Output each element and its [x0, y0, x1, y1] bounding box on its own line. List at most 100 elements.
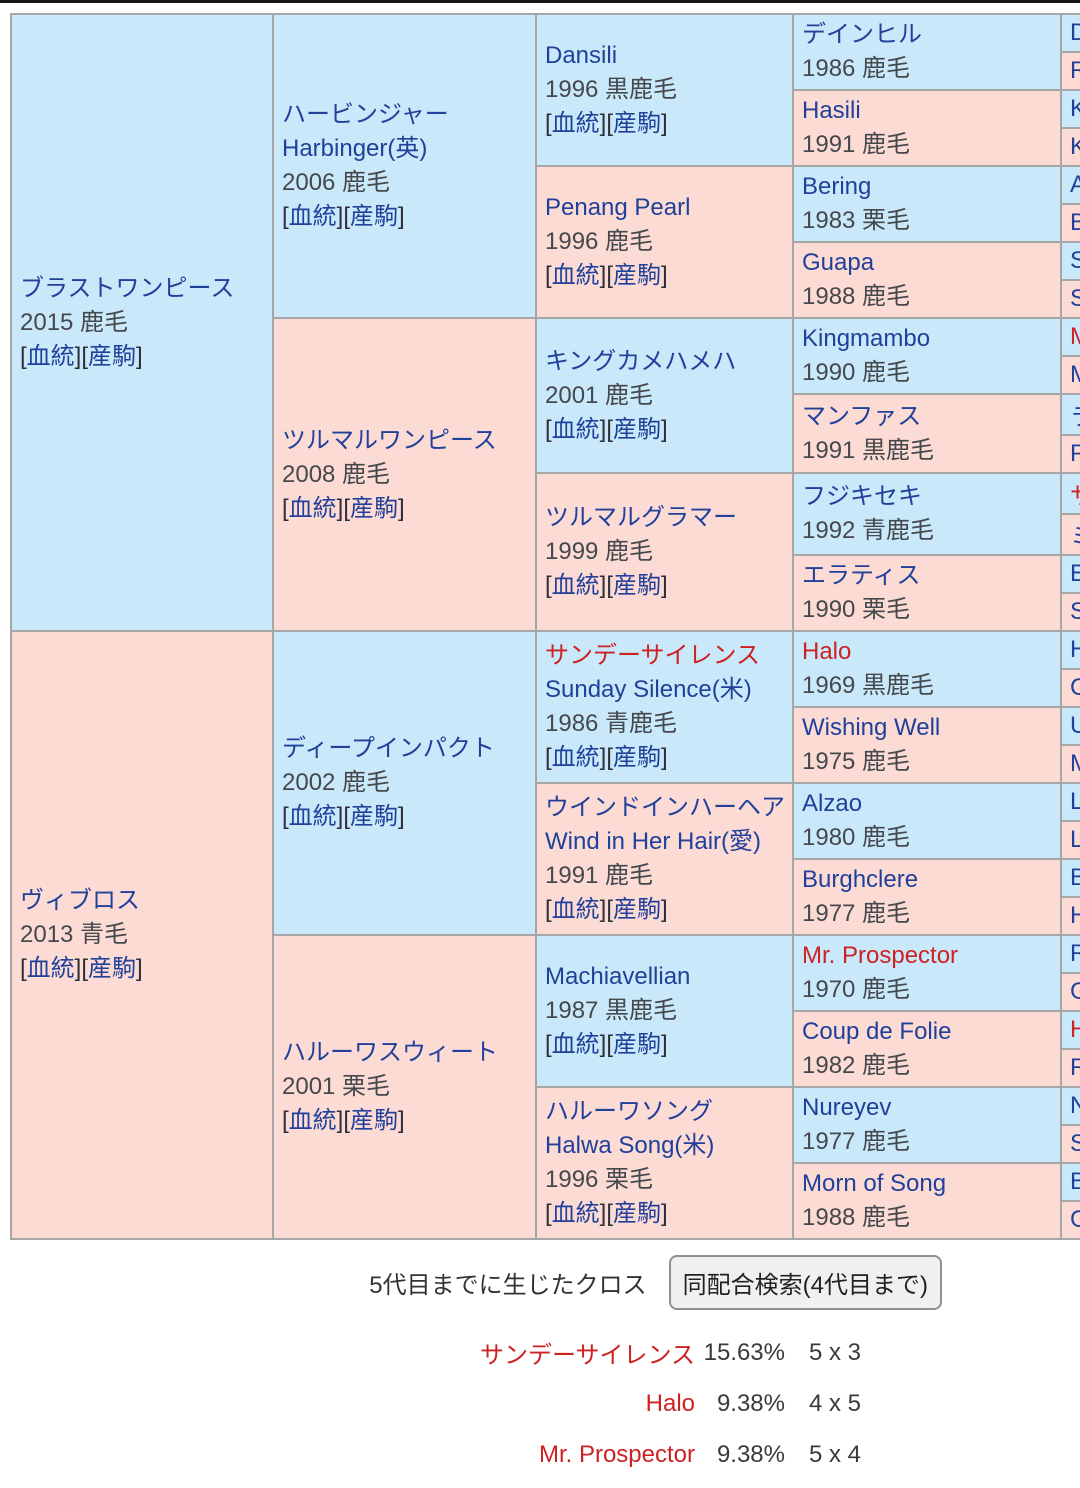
- horse-link[interactable]: サンデーサイレンス: [545, 642, 761, 669]
- horse-link[interactable]: ヴィブロス: [20, 887, 140, 914]
- blood-link[interactable]: 血統: [288, 203, 337, 230]
- horse-link[interactable]: Kingmambo: [802, 325, 931, 352]
- horse-link[interactable]: Mr. Prospector: [802, 942, 959, 969]
- horse-link[interactable]: フジキセキ: [802, 483, 922, 510]
- horse-link[interactable]: ツルマルグラマー: [545, 504, 737, 531]
- blood-link[interactable]: 血統: [551, 572, 600, 599]
- horse-link[interactable]: Halwa Song(米): [545, 1132, 715, 1159]
- horse-link[interactable]: ウインドインハーヘア: [545, 794, 785, 821]
- ancestor-link[interactable]: M: [1070, 750, 1080, 777]
- horse-link[interactable]: Nureyev: [802, 1094, 892, 1121]
- horse-link[interactable]: Harbinger(英): [282, 135, 428, 162]
- blood-link[interactable]: 血統: [288, 1107, 337, 1134]
- horse-link[interactable]: ハルーワソング: [545, 1098, 713, 1125]
- horse-link[interactable]: Wind in Her Hair(愛): [545, 828, 762, 855]
- ancestor-link[interactable]: B: [1070, 1168, 1080, 1195]
- offspring-link[interactable]: 産駒: [613, 1200, 662, 1227]
- ancestor-link[interactable]: G: [1070, 1206, 1080, 1233]
- ancestor-link[interactable]: B: [1070, 864, 1080, 891]
- offspring-link[interactable]: 産駒: [613, 896, 662, 923]
- horse-link[interactable]: デインヒル: [802, 21, 922, 48]
- offspring-link[interactable]: 産駒: [350, 803, 399, 830]
- horse-link[interactable]: Morn of Song: [802, 1170, 947, 1197]
- ancestor-link[interactable]: R: [1070, 1054, 1080, 1081]
- offspring-link[interactable]: 産駒: [613, 262, 662, 289]
- horse-link[interactable]: Penang Pearl: [545, 194, 691, 221]
- horse-link[interactable]: ツルマルワンピース: [282, 426, 497, 454]
- offspring-link[interactable]: 産駒: [613, 1031, 662, 1058]
- horse-link[interactable]: ディープインパクト: [282, 735, 495, 762]
- ancestor-link[interactable]: Ly: [1070, 788, 1080, 815]
- ancestor-link[interactable]: S: [1070, 1130, 1080, 1157]
- ancestor-link[interactable]: R: [1070, 940, 1080, 967]
- offspring-link[interactable]: 産駒: [350, 1107, 399, 1134]
- horse-link[interactable]: Machiavellian: [545, 963, 691, 990]
- horse-link[interactable]: ブラストワンピース: [20, 274, 235, 302]
- ancestor-link[interactable]: サ: [1070, 483, 1080, 510]
- ancestor-link[interactable]: P: [1070, 440, 1080, 467]
- blood-link[interactable]: 血統: [551, 1200, 600, 1227]
- ancestor-link[interactable]: ラ: [1070, 404, 1080, 431]
- ancestor-link[interactable]: K: [1070, 133, 1080, 160]
- horse-link[interactable]: Guapa: [802, 249, 875, 276]
- ancestor-link[interactable]: ミ: [1070, 524, 1080, 551]
- horse-link[interactable]: Bering: [802, 173, 872, 200]
- blood-link[interactable]: 血統: [551, 1031, 600, 1058]
- horse-link[interactable]: Sunday Silence(米): [545, 676, 752, 703]
- offspring-link[interactable]: 産駒: [613, 110, 662, 137]
- ancestor-link[interactable]: M: [1070, 323, 1080, 350]
- cross-horse-name[interactable]: Mr. Prospector: [538, 1440, 695, 1468]
- blood-link[interactable]: 血統: [26, 342, 75, 370]
- horse-link[interactable]: キングカメハメハ: [545, 347, 737, 375]
- ancestor-link[interactable]: D: [1070, 19, 1080, 46]
- ancestor-link[interactable]: L: [1070, 826, 1080, 853]
- blood-link[interactable]: 血統: [551, 744, 600, 771]
- horse-link[interactable]: Wishing Well: [802, 714, 941, 741]
- horse-link[interactable]: Halo: [802, 638, 852, 665]
- ancestor-link[interactable]: B: [1070, 209, 1080, 236]
- horse-link[interactable]: ハルーワスウィート: [282, 1039, 498, 1066]
- ancestor-link[interactable]: E: [1070, 560, 1080, 587]
- ancestor-link[interactable]: S: [1070, 598, 1080, 625]
- ancestor-link[interactable]: S: [1070, 285, 1080, 312]
- cross-horse-name[interactable]: Halo: [645, 1389, 695, 1417]
- blood-link[interactable]: 血統: [551, 415, 600, 443]
- horse-link[interactable]: Burghclere: [802, 866, 919, 893]
- ancestor-link[interactable]: N: [1070, 1092, 1080, 1119]
- ancestor-link[interactable]: R: [1070, 57, 1080, 84]
- offspring-link[interactable]: 産駒: [613, 572, 662, 599]
- ancestor-link[interactable]: C: [1070, 674, 1080, 701]
- offspring-link[interactable]: 産駒: [88, 342, 137, 370]
- ancestor-link[interactable]: U: [1070, 712, 1080, 739]
- ancestor-link[interactable]: H: [1070, 902, 1080, 929]
- ancestor-link[interactable]: G: [1070, 978, 1080, 1005]
- horse-link[interactable]: Alzao: [802, 790, 863, 817]
- horse-link[interactable]: エラティス: [802, 562, 921, 589]
- same-breeding-search-button[interactable]: 同配合検索(4代目まで): [668, 1254, 942, 1310]
- cross-horse-name[interactable]: サンデーサイレンス: [479, 1342, 695, 1369]
- offspring-link[interactable]: 産駒: [88, 955, 137, 982]
- blood-link[interactable]: 血統: [288, 494, 337, 522]
- horse-link[interactable]: ハービンジャー: [282, 101, 449, 128]
- horse-link[interactable]: Coup de Folie: [802, 1018, 952, 1045]
- offspring-link[interactable]: 産駒: [613, 415, 662, 443]
- ancestor-link[interactable]: S: [1070, 247, 1080, 274]
- offspring-link[interactable]: 産駒: [613, 744, 662, 771]
- horse-link[interactable]: Dansili: [545, 42, 618, 69]
- cell-g5-5: A: [1060, 165, 1080, 205]
- blood-link[interactable]: 血統: [551, 110, 600, 137]
- blood-link[interactable]: 血統: [26, 955, 75, 982]
- ancestor-link[interactable]: H: [1070, 636, 1080, 663]
- blood-link[interactable]: 血統: [288, 803, 337, 830]
- offspring-link[interactable]: 産駒: [350, 203, 399, 230]
- ancestor-link[interactable]: H: [1070, 1016, 1080, 1043]
- horse-link[interactable]: Hasili: [802, 97, 861, 124]
- blood-link[interactable]: 血統: [551, 262, 600, 289]
- ancestor-link[interactable]: K: [1070, 95, 1080, 122]
- horse-link[interactable]: マンファス: [802, 402, 922, 430]
- ancestor-link[interactable]: M: [1070, 361, 1080, 388]
- offspring-link[interactable]: 産駒: [350, 494, 399, 522]
- ancestor-link[interactable]: A: [1070, 171, 1080, 198]
- blood-link[interactable]: 血統: [551, 896, 600, 923]
